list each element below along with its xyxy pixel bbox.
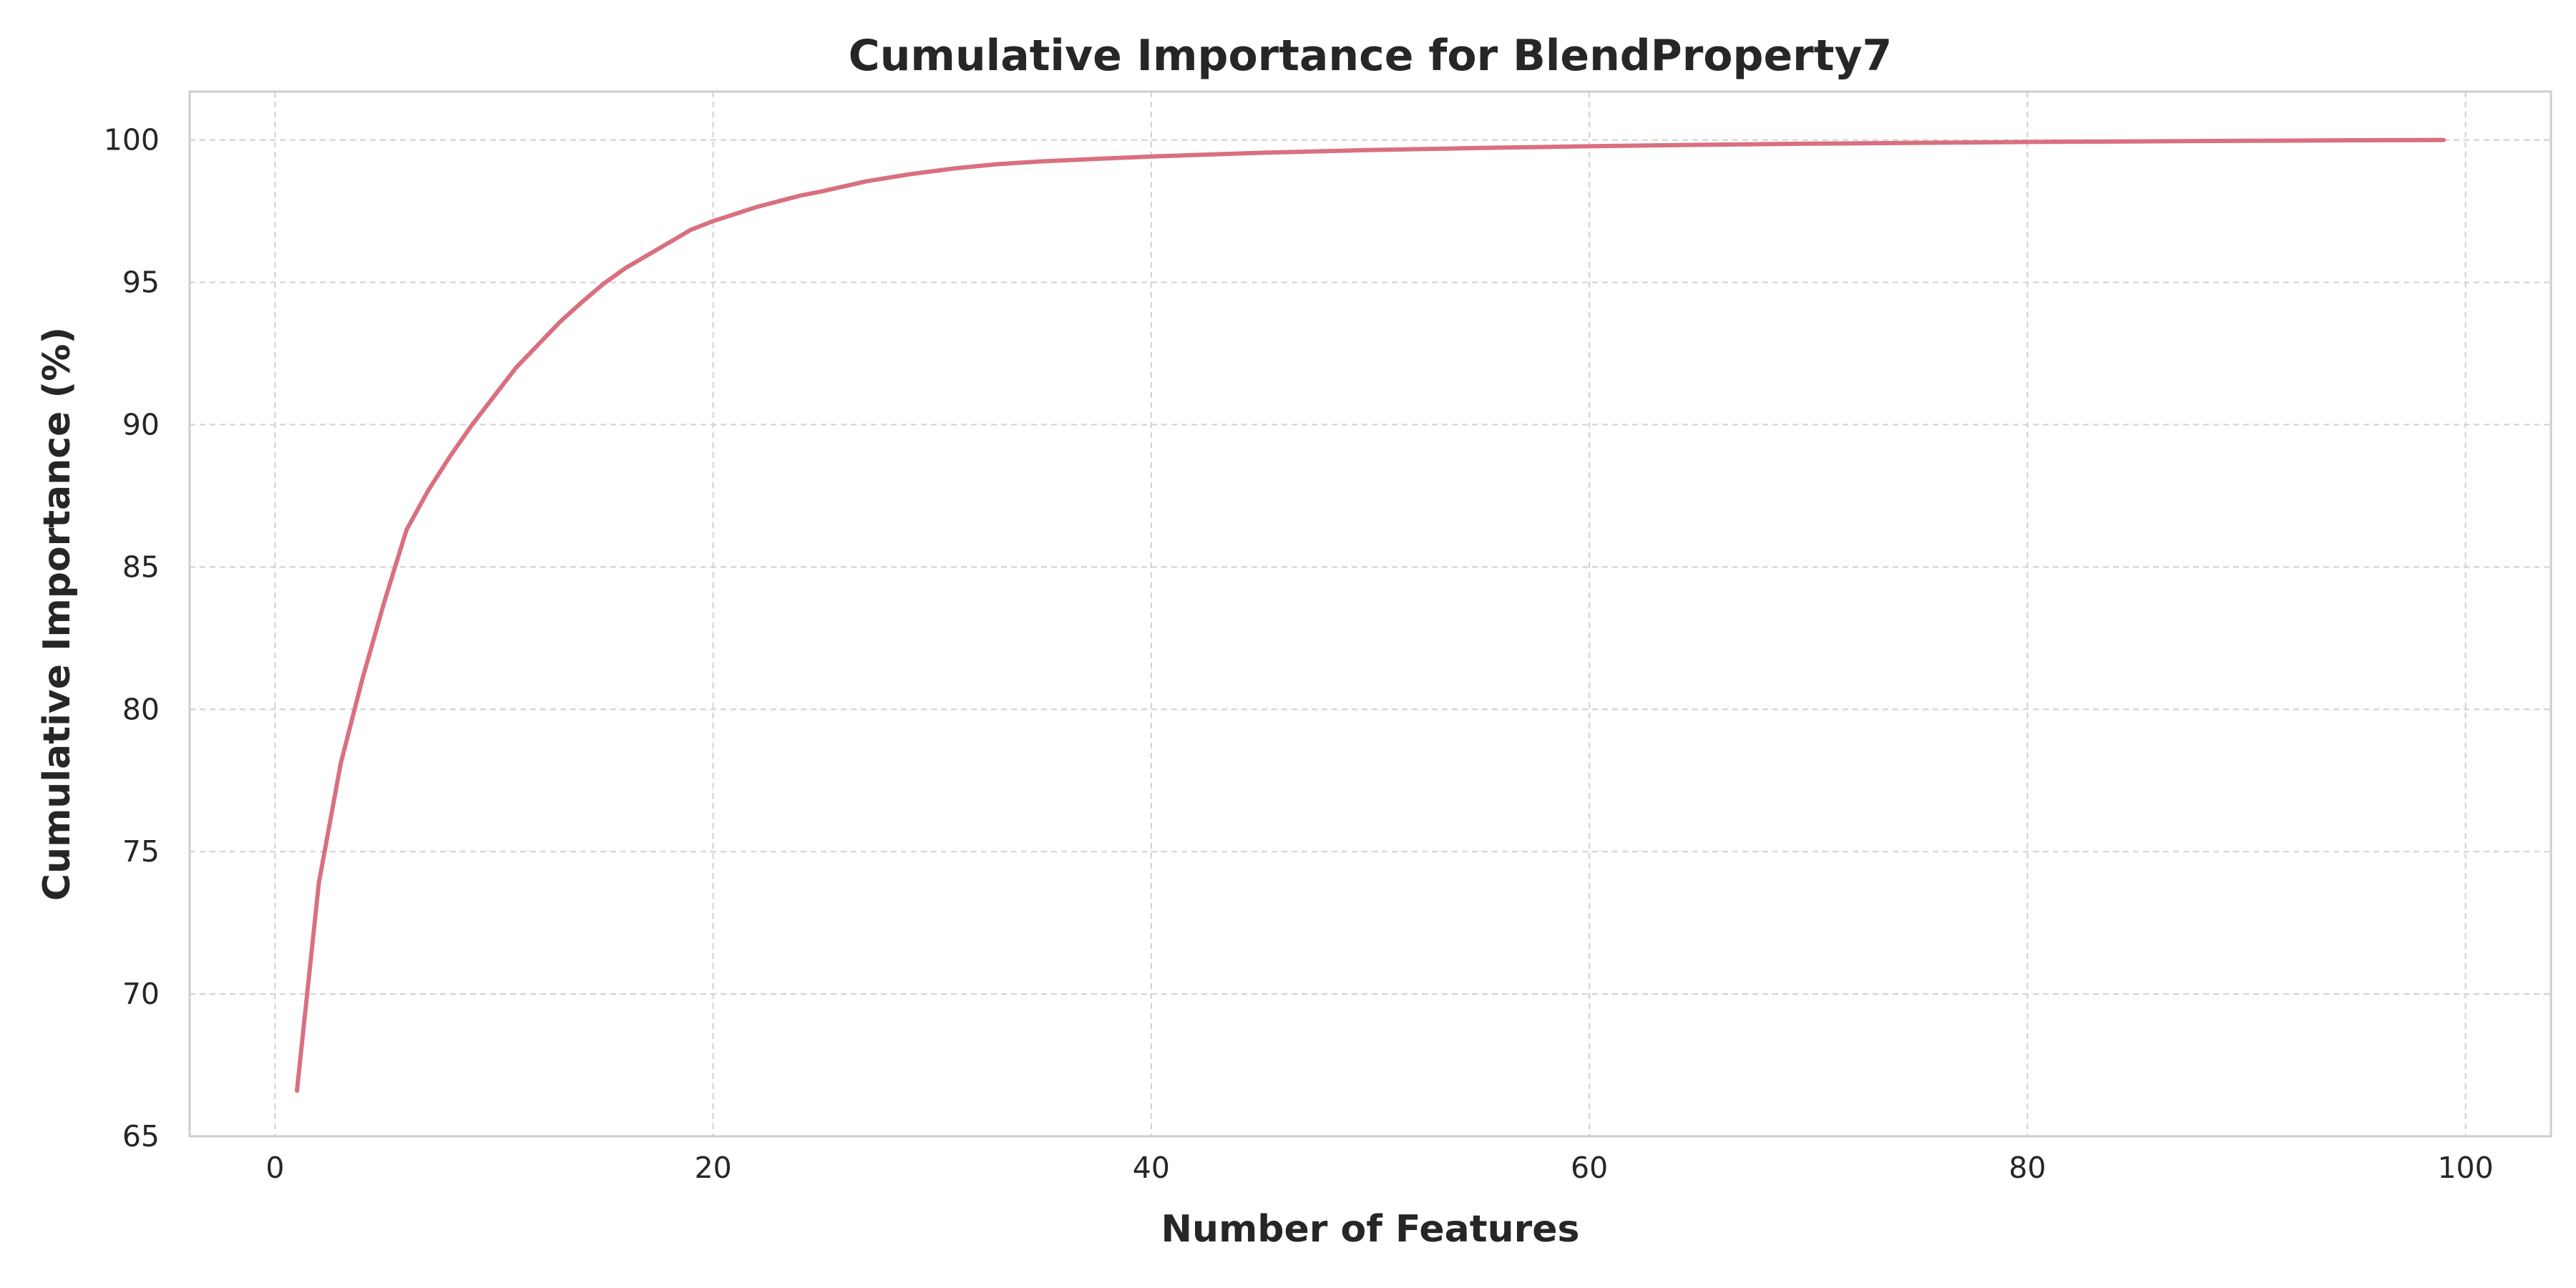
y-tick-label-5: 90 — [122, 407, 160, 441]
x-axis-title: Number of Features — [1161, 1208, 1580, 1251]
series-line-0 — [295, 137, 2446, 1093]
x-tick-label-5: 100 — [2437, 1151, 2493, 1185]
x-tick-label-1: 20 — [695, 1151, 732, 1185]
x-tick-label-4: 80 — [2009, 1151, 2046, 1185]
tick-layer: 0 20 40 60 80 100 65 70 75 80 85 90 95 100 — [104, 123, 2494, 1185]
x-tick-label-0: 0 — [265, 1151, 284, 1185]
y-tick-label-3: 80 — [122, 692, 160, 726]
y-tick-label-6: 95 — [122, 265, 160, 300]
chart-title: Cumulative Importance for BlendProperty7 — [849, 31, 1893, 81]
y-axis-title: Cumulative Importance (%) — [36, 327, 79, 901]
y-tick-label-7: 100 — [104, 123, 160, 157]
series-layer — [295, 137, 2446, 1093]
y-tick-label-1: 70 — [122, 977, 160, 1011]
y-tick-label-4: 85 — [122, 550, 160, 584]
y-tick-label-0: 65 — [122, 1119, 160, 1153]
y-tick-label-2: 75 — [122, 834, 160, 869]
x-tick-label-2: 40 — [1133, 1151, 1170, 1185]
plot-frame — [188, 90, 2552, 1138]
x-tick-label-3: 60 — [1571, 1151, 1608, 1185]
grid-layer — [190, 92, 2551, 1138]
